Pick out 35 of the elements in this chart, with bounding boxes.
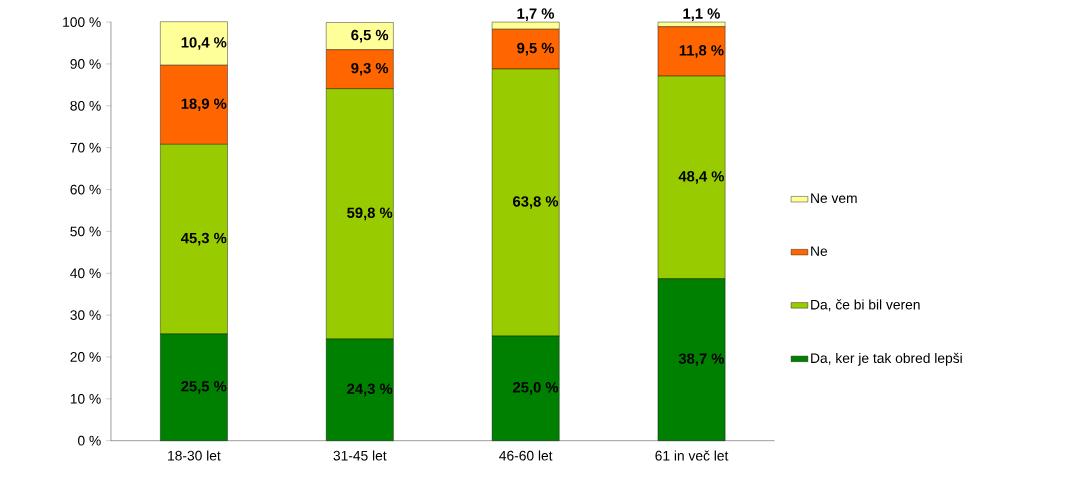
data-label: 18,9 % [181,98,227,112]
y-tick-label: 40 % [70,268,101,279]
data-label: 59,8 % [347,207,393,221]
data-label: 25,5 % [181,381,227,394]
data-label: 1,1 % [683,8,720,21]
x-tick-label: 61 in več let [655,450,729,461]
y-tick-label: 30 % [70,310,101,320]
y-tick-label: 70 % [70,142,101,153]
legend-label: Da, ker je tak obred lepši [811,352,962,366]
data-label: 9,3 % [351,62,389,76]
data-label: 38,7 % [678,353,725,367]
y-tick-label: 80 % [70,100,101,111]
data-label: 24,3 % [347,383,393,397]
legend-label: Ne [811,246,828,257]
y-tick-label: 50 % [70,226,101,237]
data-label: 11,8 % [679,45,724,58]
y-tick-label: 60 % [70,184,101,195]
x-tick-label: 46-60 let [499,450,553,461]
data-label: 9,5 % [517,42,555,56]
data-label: 10,4 % [181,37,227,50]
data-label: 25,0 % [513,382,559,395]
data-label: 1,7 % [517,8,555,21]
data-label: 48,4 % [678,171,725,184]
legend-label: Da, če bi bil veren [811,299,920,312]
x-tick-label: 31-45 let [333,450,387,461]
data-label: 6,5 % [351,29,389,43]
y-tick-label: 100 % [63,17,101,27]
y-tick-label: 90 % [70,59,101,69]
y-tick-label: 0 % [78,435,101,446]
y-tick-label: 20 % [70,352,101,362]
y-tick-label: 10 % [70,393,101,404]
data-label: 45,3 % [180,232,227,246]
legend-label: Ne vem [811,193,857,204]
data-label: 63,8 % [513,196,559,209]
x-tick-label: 18-30 let [168,450,221,461]
